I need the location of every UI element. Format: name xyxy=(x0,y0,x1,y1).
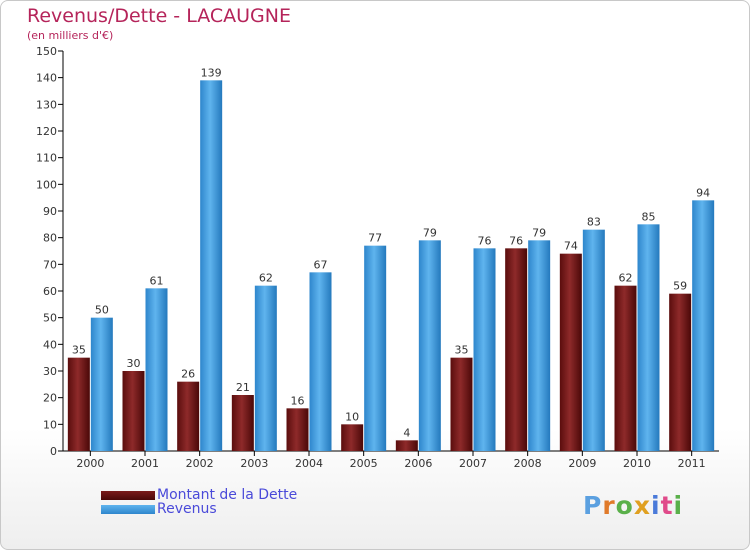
bar-revenus xyxy=(637,224,660,451)
y-tick-label: 90 xyxy=(43,205,57,218)
y-tick-label: 0 xyxy=(50,445,57,458)
x-tick-label: 2008 xyxy=(514,457,542,470)
bar-revenus xyxy=(90,317,113,451)
bar-debt xyxy=(286,408,309,451)
logo-letter: t xyxy=(660,491,674,520)
data-label: 77 xyxy=(368,232,382,245)
y-tick-label: 30 xyxy=(43,365,57,378)
data-label: 10 xyxy=(345,410,359,423)
y-tick-label: 100 xyxy=(36,178,57,191)
y-tick-label: 140 xyxy=(36,72,57,85)
y-tick-label: 70 xyxy=(43,258,57,271)
chart-subtitle: (en milliers d'€) xyxy=(27,29,114,42)
data-label: 62 xyxy=(259,272,273,285)
logo-letter: i xyxy=(673,491,684,520)
bar-revenus xyxy=(309,272,332,451)
bar-debt xyxy=(614,285,637,451)
bar-debt xyxy=(231,395,254,451)
bar-revenus xyxy=(418,240,441,451)
proxiti-logo: Proxiti xyxy=(583,491,683,520)
legend-swatch-debt xyxy=(101,490,155,500)
x-tick-label: 2003 xyxy=(240,457,268,470)
data-label: 139 xyxy=(201,66,222,79)
bar-revenus xyxy=(473,248,496,451)
bar-revenus xyxy=(528,240,551,451)
chart-title: Revenus/Dette - LACAUGNE xyxy=(27,5,291,27)
bar-debt xyxy=(669,293,692,451)
data-label: 79 xyxy=(423,226,437,239)
logo-letter: o xyxy=(615,491,634,520)
y-tick-label: 150 xyxy=(36,45,57,58)
x-tick-label: 2009 xyxy=(568,457,596,470)
bars: 35 30 26 21 16 10 4 35 76 74 62 59 50 61 139 62 67 77 79 76… xyxy=(67,66,715,451)
bar-revenus xyxy=(364,245,387,451)
data-label: 83 xyxy=(587,216,601,229)
bar-debt xyxy=(122,371,145,451)
data-label: 61 xyxy=(150,274,164,287)
x-tick-label: 2002 xyxy=(186,457,214,470)
data-label: 76 xyxy=(478,234,492,247)
legend-label-revenus: Revenus xyxy=(157,501,217,517)
x-tick-label: 2004 xyxy=(295,457,323,470)
data-label: 74 xyxy=(564,240,578,253)
bar-debt xyxy=(177,381,200,451)
data-label: 67 xyxy=(314,258,328,271)
bar-debt xyxy=(341,424,364,451)
y-tick-label: 50 xyxy=(43,312,57,325)
data-label: 79 xyxy=(532,226,546,239)
bar-revenus xyxy=(254,285,277,451)
logo-letter: r xyxy=(602,491,616,520)
data-label: 76 xyxy=(509,234,523,247)
data-label: 85 xyxy=(642,210,656,223)
logo-letter: P xyxy=(583,491,603,520)
bar-debt xyxy=(505,248,528,451)
data-label: 50 xyxy=(95,304,109,317)
x-axis: 2000 2001 2002 2003 2004 2005 2006 2007 2008 2009… xyxy=(63,450,719,470)
logo-letter: i xyxy=(651,491,661,520)
bar-debt xyxy=(395,440,418,451)
data-label: 16 xyxy=(291,394,305,407)
y-tick-label: 110 xyxy=(36,152,57,165)
data-label: 59 xyxy=(673,280,687,293)
x-tick-label: 2011 xyxy=(678,457,706,470)
bar-debt xyxy=(67,357,90,451)
bar-debt xyxy=(559,253,582,451)
legend-item-debt: Montant de la Dette xyxy=(101,488,297,502)
data-label: 94 xyxy=(696,186,710,199)
y-tick-label: 20 xyxy=(43,392,57,405)
y-tick-label: 10 xyxy=(43,418,57,431)
legend-item-revenus: Revenus xyxy=(101,502,217,516)
bar-revenus xyxy=(692,200,715,451)
data-label: 35 xyxy=(455,344,469,357)
bar-revenus xyxy=(145,288,168,451)
y-tick-label: 130 xyxy=(36,98,57,111)
y-tick-label: 60 xyxy=(43,285,57,298)
bar-revenus xyxy=(582,229,605,451)
y-tick-label: 120 xyxy=(36,125,57,138)
data-label: 26 xyxy=(181,368,195,381)
x-tick-label: 2005 xyxy=(350,457,378,470)
legend-label-debt: Montant de la Dette xyxy=(157,487,298,503)
x-tick-label: 2001 xyxy=(131,457,159,470)
y-tick-label: 80 xyxy=(43,232,57,245)
data-label: 35 xyxy=(72,344,86,357)
data-label: 30 xyxy=(127,357,141,370)
x-tick-label: 2000 xyxy=(76,457,104,470)
x-tick-label: 2010 xyxy=(623,457,651,470)
legend-swatch-revenus xyxy=(101,504,155,514)
y-axis: 0 10 20 30 40 50 60 70 80 90 100 110 120 130 140 150 xyxy=(36,45,64,458)
data-label: 4 xyxy=(403,426,410,439)
x-tick-label: 2006 xyxy=(404,457,432,470)
data-label: 62 xyxy=(619,272,633,285)
y-tick-label: 40 xyxy=(43,338,57,351)
bar-debt xyxy=(450,357,473,451)
bar-revenus xyxy=(200,80,223,451)
x-tick-label: 2007 xyxy=(459,457,487,470)
logo-letter: x xyxy=(633,491,651,520)
data-label: 21 xyxy=(236,381,250,394)
